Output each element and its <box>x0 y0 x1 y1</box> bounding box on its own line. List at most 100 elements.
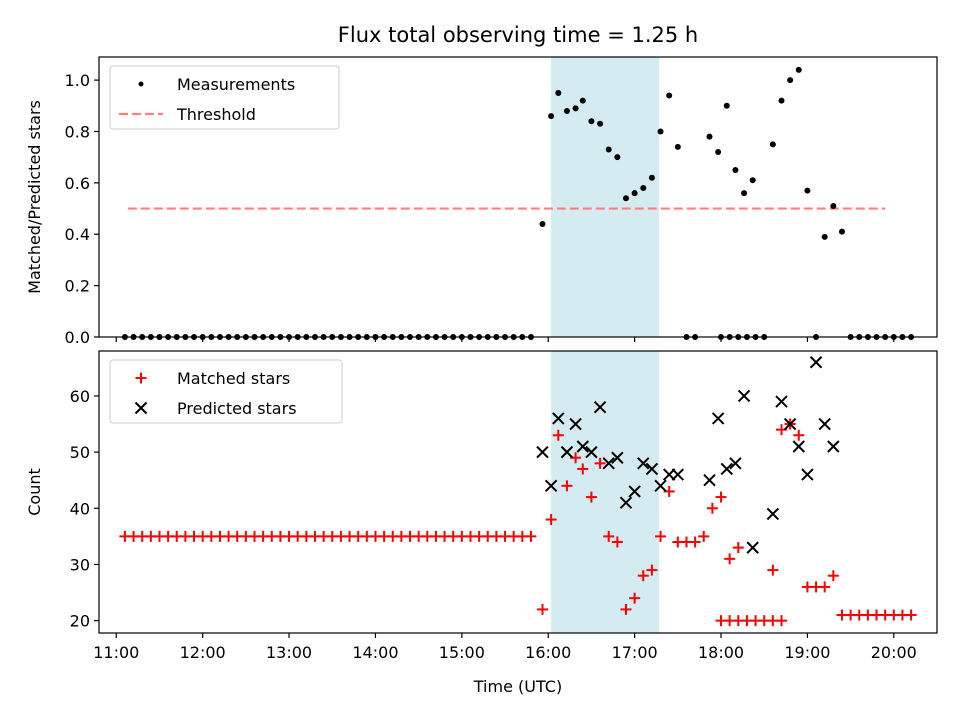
matched-point <box>585 491 597 503</box>
observing-window-shade <box>551 57 660 337</box>
legend-matched-marker <box>135 372 147 384</box>
measurement-point <box>631 190 638 197</box>
matched-point <box>698 530 710 542</box>
predicted-point-b <box>611 451 624 464</box>
x-tick-label: 11:00 <box>93 643 139 662</box>
measurement-point <box>614 154 621 161</box>
bottom-panel: 20 30 40 50 60 11:00 12:00 13:00 14:00 15:00 16:00… <box>25 350 938 696</box>
measurement-point <box>657 128 664 135</box>
predicted-point <box>576 440 590 453</box>
legend-label: Measurements <box>177 75 295 94</box>
measurement-point <box>674 143 681 150</box>
predicted-point-b <box>654 479 667 493</box>
matched-point <box>525 530 537 542</box>
predicted-point <box>783 417 797 431</box>
x-tick-label: 13:00 <box>266 643 312 662</box>
matched-point <box>793 429 805 441</box>
predicted-point-b <box>783 417 797 431</box>
predicted-point <box>611 451 624 464</box>
legend-label: Predicted stars <box>177 399 297 418</box>
predicted-point-b <box>593 400 607 414</box>
markers <box>119 356 917 627</box>
measurement-point <box>605 146 612 153</box>
measurement-point <box>597 120 604 127</box>
predicted-point <box>720 462 733 476</box>
predicted-point-b <box>775 395 788 408</box>
matched-point <box>706 502 718 514</box>
y-tick-label: 50 <box>70 443 90 462</box>
measurement-point <box>749 177 756 184</box>
predicted-point-b <box>729 457 742 470</box>
predicted-point-b <box>560 445 574 459</box>
measurement-point <box>666 92 673 99</box>
y-tick-label: 0.0 <box>65 328 90 347</box>
legend-predicted-b <box>134 401 148 415</box>
y-axis-label: Matched/Predicted stars <box>25 100 44 294</box>
matched-point <box>561 480 573 492</box>
measurement-point <box>821 233 828 240</box>
legend-label: Matched stars <box>177 369 290 388</box>
matched-point <box>655 530 667 542</box>
predicted-point-b <box>637 457 650 470</box>
predicted-point-b <box>737 389 751 403</box>
predicted-point-b <box>552 412 565 425</box>
predicted-point <box>544 479 558 493</box>
predicted-point <box>569 417 582 431</box>
predicted-point <box>585 445 598 459</box>
predicted-point <box>775 395 788 408</box>
top-panel: 0.0 0.2 0.4 0.6 0.8 1.0 Matched/Predicted star… <box>25 56 938 347</box>
measurement-point <box>648 174 655 181</box>
predicted-point <box>746 541 759 554</box>
matched-point <box>775 615 787 627</box>
matched-point <box>536 603 548 615</box>
predicted-point <box>637 457 650 470</box>
legend-label: Threshold <box>176 105 256 124</box>
predicted-point <box>560 445 574 459</box>
predicted-point <box>818 417 831 431</box>
markers <box>121 66 915 340</box>
y-tick-label: 20 <box>70 612 90 631</box>
predicted-point <box>809 356 823 369</box>
predicted-point-b <box>801 468 814 481</box>
matched-point <box>827 570 839 582</box>
predicted-point <box>827 440 840 453</box>
x-tick-label: 17:00 <box>612 643 658 662</box>
legend-measurement-marker <box>138 81 144 87</box>
predicted-point-b <box>818 417 831 431</box>
predicted-point-b <box>720 462 733 476</box>
measurement-point <box>572 105 579 112</box>
predicted-point <box>552 412 565 425</box>
predicted-point-b <box>703 473 716 487</box>
predicted-point-b <box>671 468 685 481</box>
predicted-point <box>729 457 742 470</box>
measurement-point <box>787 77 794 84</box>
predicted-point-b <box>711 412 725 425</box>
measurement-point <box>838 228 845 235</box>
predicted-point-b <box>766 507 780 521</box>
predicted-point-b <box>619 496 633 509</box>
legend-box <box>109 65 340 130</box>
axes-frame <box>98 350 938 634</box>
predicted-point <box>703 473 716 487</box>
matched-point <box>603 530 615 542</box>
x-tick-label: 14:00 <box>352 643 398 662</box>
predicted-point <box>766 507 780 521</box>
y-axis-label: Count <box>25 468 44 516</box>
measurement-point <box>804 187 811 194</box>
measurement-point <box>539 220 546 227</box>
predicted-point-b <box>536 445 549 459</box>
predicted-point-b <box>827 440 840 453</box>
measurement-point <box>723 102 730 109</box>
measurement-point <box>555 89 562 96</box>
measurement-point <box>732 167 739 174</box>
predicted-point <box>619 496 633 509</box>
observing-window-shade <box>551 351 660 633</box>
y-tick-label: 0.4 <box>65 225 90 244</box>
measurement-point <box>706 133 713 140</box>
predicted-point <box>593 400 607 414</box>
x-tick-label: 19:00 <box>784 643 830 662</box>
matched-point <box>620 603 632 615</box>
predicted-point-b <box>576 440 590 453</box>
matched-point <box>819 581 831 593</box>
